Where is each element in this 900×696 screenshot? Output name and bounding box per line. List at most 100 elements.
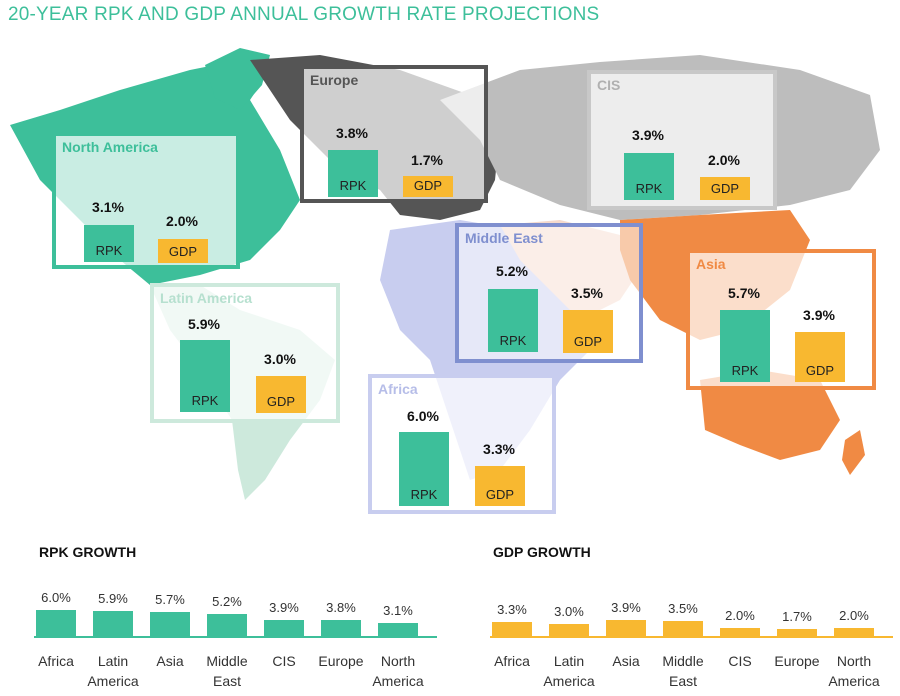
- data-label: 2.0%: [725, 608, 755, 624]
- rpk-value: 5.9%: [188, 316, 220, 332]
- rpk-bar: RPK: [180, 340, 230, 412]
- gdp-value: 2.0%: [166, 213, 198, 229]
- bar: [549, 623, 589, 637]
- rpk-value: 3.8%: [336, 125, 368, 141]
- gdp-value: 1.7%: [411, 152, 443, 168]
- data-label: 3.8%: [326, 600, 356, 616]
- category-label: CIS: [272, 653, 296, 669]
- category-label: Asia: [156, 653, 184, 669]
- rpk-bar-label: RPK: [191, 393, 219, 408]
- gdp-bar-label: GDP: [413, 178, 443, 193]
- bar: [777, 629, 817, 637]
- region-name: Asia: [696, 256, 726, 272]
- region-name: CIS: [597, 77, 621, 93]
- rpk-value: 6.0%: [407, 408, 439, 424]
- category-label: Africa: [494, 653, 530, 669]
- data-label: 3.3%: [497, 602, 527, 618]
- bar: [321, 620, 361, 637]
- region-box-north-america: North America: [52, 132, 240, 269]
- data-label: 1.7%: [782, 609, 812, 625]
- rpk-bar-label: RPK: [731, 363, 759, 378]
- data-label: 5.7%: [155, 591, 185, 607]
- new-zealand-shape: [842, 430, 865, 475]
- data-label: 6.0%: [41, 590, 71, 606]
- data-label: 2.0%: [839, 608, 869, 624]
- gdp-bar-label: GDP: [573, 334, 603, 349]
- category-label: Latin America: [543, 653, 595, 689]
- bar: [720, 628, 760, 637]
- rpk-bar-label: RPK: [635, 181, 663, 196]
- category-label: Africa: [38, 653, 74, 669]
- region-name: Middle East: [465, 230, 543, 246]
- bar: [378, 623, 418, 637]
- rpk-bar: RPK: [488, 289, 538, 352]
- australia-shape: [700, 370, 840, 460]
- chart-baseline: [34, 636, 437, 638]
- rpk-bar-label: RPK: [95, 243, 123, 258]
- region-name: Latin America: [160, 290, 253, 306]
- bar: [150, 611, 190, 637]
- chart-title: GDP GROWTH: [493, 544, 591, 560]
- data-label: 3.5%: [668, 601, 698, 617]
- gdp-bar: GDP: [475, 466, 525, 506]
- gdp-bar-label: GDP: [168, 244, 198, 259]
- region-name: Africa: [378, 381, 418, 397]
- rpk-bar-label: RPK: [410, 487, 438, 502]
- chart-baseline: [490, 636, 893, 638]
- page-title: 20-YEAR RPK AND GDP ANNUAL GROWTH RATE P…: [8, 4, 600, 25]
- data-label: 5.9%: [98, 590, 128, 606]
- gdp-value: 3.3%: [483, 441, 515, 457]
- data-label: 3.1%: [383, 603, 413, 619]
- bar: [492, 622, 532, 637]
- bar: [606, 619, 646, 637]
- rpk-value: 5.2%: [496, 263, 528, 279]
- gdp-value: 2.0%: [708, 152, 740, 168]
- bar: [834, 628, 874, 637]
- category-label: North America: [372, 653, 424, 689]
- data-label: 5.2%: [212, 593, 242, 609]
- rpk-bar: RPK: [84, 225, 134, 262]
- category-label: North America: [828, 653, 880, 689]
- bar: [264, 619, 304, 637]
- rpk-bar: RPK: [399, 432, 449, 506]
- category-label: Latin America: [87, 653, 139, 689]
- bar: [36, 610, 76, 637]
- category-label: CIS: [728, 653, 752, 669]
- region-name: North America: [62, 139, 158, 155]
- data-label: 3.0%: [554, 603, 584, 619]
- gdp-bar: GDP: [795, 332, 845, 382]
- rpk-bar: RPK: [720, 310, 770, 382]
- gdp-value: 3.0%: [264, 351, 296, 367]
- rpk-bar: RPK: [328, 150, 378, 197]
- gdp-bar: GDP: [158, 239, 208, 263]
- gdp-bar: GDP: [563, 310, 613, 353]
- data-label: 3.9%: [611, 599, 641, 615]
- gdp-value: 3.5%: [571, 285, 603, 301]
- category-label: Asia: [612, 653, 640, 669]
- rpk-value: 3.9%: [632, 127, 664, 143]
- gdp-value: 3.9%: [803, 307, 835, 323]
- gdp-bar: GDP: [403, 176, 453, 197]
- gdp-bar-label: GDP: [805, 363, 835, 378]
- category-label: Europe: [318, 653, 364, 669]
- gdp-bar-label: GDP: [710, 181, 740, 196]
- rpk-value: 5.7%: [728, 285, 760, 301]
- rpk-bar: RPK: [624, 153, 674, 200]
- category-label: Europe: [774, 653, 820, 669]
- category-label: Middle East: [662, 653, 704, 689]
- gdp-bar-label: GDP: [266, 394, 296, 409]
- bar: [93, 610, 133, 637]
- region-box-middle-east: Middle East: [455, 223, 643, 363]
- chart-title: RPK GROWTH: [39, 544, 137, 560]
- region-name: Europe: [310, 72, 359, 88]
- gdp-bar-label: GDP: [485, 487, 515, 502]
- gdp-bar: GDP: [700, 177, 750, 200]
- data-label: 3.9%: [269, 599, 299, 615]
- category-label: Middle East: [206, 653, 248, 689]
- gdp-bar: GDP: [256, 376, 306, 413]
- rpk-bar-label: RPK: [339, 178, 367, 193]
- bar: [663, 621, 703, 637]
- rpk-value: 3.1%: [92, 199, 124, 215]
- bar: [207, 613, 247, 637]
- rpk-bar-label: RPK: [499, 333, 527, 348]
